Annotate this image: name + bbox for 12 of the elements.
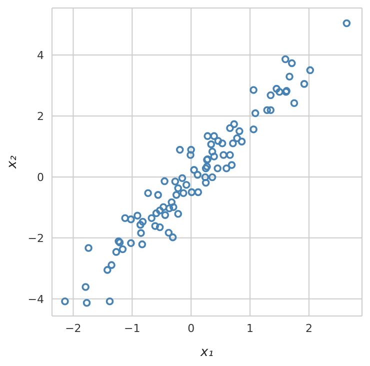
- y-tick-label: 4: [37, 48, 44, 62]
- y-tick-label: 2: [37, 110, 44, 123]
- x-tick-label: −2: [65, 322, 82, 335]
- y-tick-label: 0: [37, 170, 44, 184]
- x-tick-label: 2: [305, 322, 312, 335]
- x-tick-label: −1: [124, 322, 140, 335]
- x-tick-label: 1: [246, 322, 254, 335]
- y-tick-label: −4: [28, 292, 44, 306]
- y-tick-label: −2: [28, 232, 44, 245]
- y-axis-title: x₂: [5, 156, 20, 170]
- x-tick-label: 0: [188, 322, 195, 335]
- x-axis-title: x₁: [200, 345, 214, 360]
